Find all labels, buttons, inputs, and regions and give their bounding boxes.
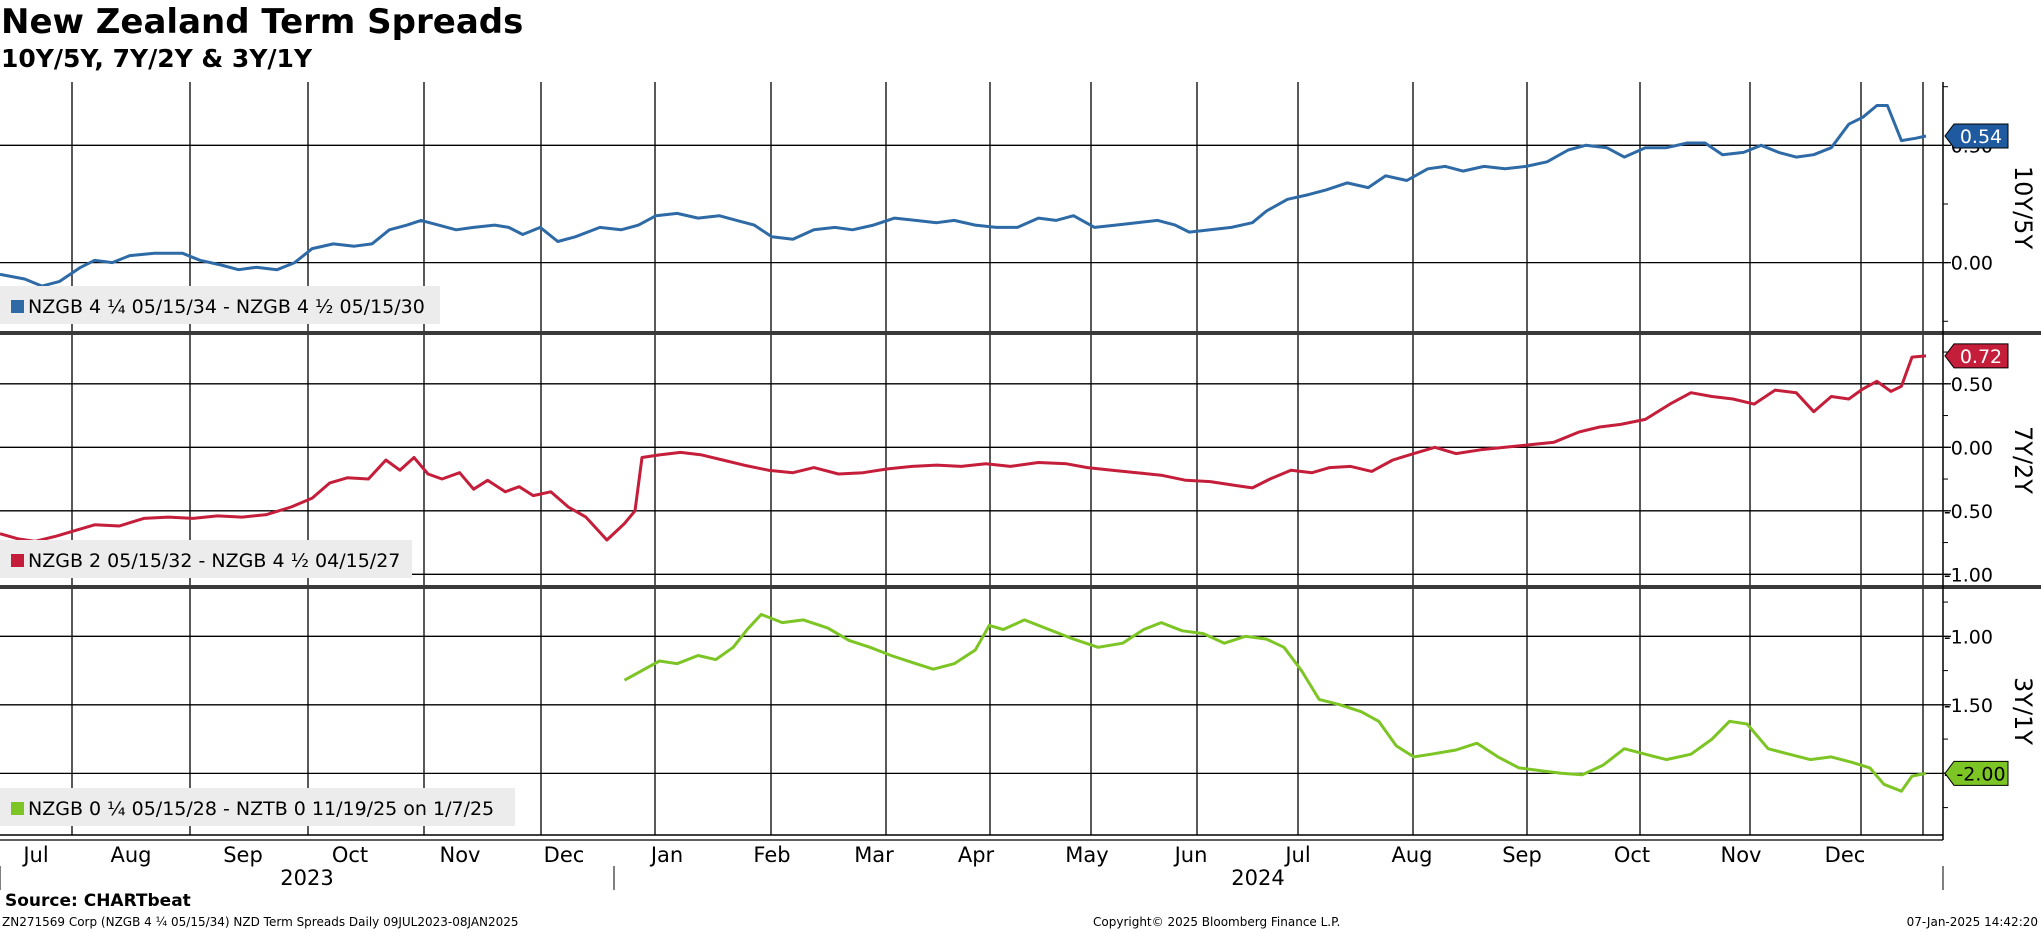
x-month-label: Nov <box>440 843 481 867</box>
grid-layer <box>0 82 1943 835</box>
series-line-10Y-5Y <box>0 104 1927 288</box>
last-value-badge <box>1944 760 2009 786</box>
x-month-label: Oct <box>332 843 368 867</box>
footer-ticker-note: ZN271569 Corp (NZGB 4 ¼ 05/15/34) NZD Te… <box>2 915 519 929</box>
x-month-label: Aug <box>110 843 151 867</box>
last-value-label: -2.00 <box>1956 763 2005 785</box>
x-month-label: Nov <box>1721 843 1762 867</box>
y-tick-label: -0.50 <box>1944 501 1993 523</box>
x-month-label: Sep <box>1502 843 1542 867</box>
x-month-label: Jun <box>1173 843 1208 867</box>
x-month-label: Dec <box>1825 843 1866 867</box>
x-month-label: Feb <box>753 843 790 867</box>
legend-swatch <box>11 554 24 567</box>
x-month-label: Mar <box>854 843 894 867</box>
x-month-label: Oct <box>1614 843 1650 867</box>
legend-label: NZGB 4 ¼ 05/15/34 - NZGB 4 ½ 05/15/30 <box>28 296 425 318</box>
y-tick-label: 0.00 <box>1951 253 1993 275</box>
legend-swatch <box>11 300 24 313</box>
y-tick-label: -1.00 <box>1944 564 1993 586</box>
x-month-label: Jul <box>1283 843 1310 867</box>
footer-copyright: Copyright© 2025 Bloomberg Finance L.P. <box>1093 915 1341 929</box>
y-tick-label: 0.50 <box>1951 374 1993 396</box>
legend-label: NZGB 2 05/15/32 - NZGB 4 ½ 04/15/27 <box>28 550 400 572</box>
last-value-badge <box>1944 123 2009 149</box>
x-month-label: Aug <box>1391 843 1432 867</box>
legend-label: NZGB 0 ¼ 05/15/28 - NZTB 0 11/19/25 on 1… <box>28 798 494 820</box>
footer-timestamp: 07-Jan-2025 14:42:20 <box>1906 915 2038 929</box>
legend-box <box>0 788 515 826</box>
x-month-label: Apr <box>958 843 995 867</box>
series-line-3Y-1Y <box>623 612 1927 793</box>
last-value-label: 0.72 <box>1960 346 2002 368</box>
x-month-label: May <box>1065 843 1108 867</box>
panel-axis-label: 7Y/2Y <box>2009 426 2037 494</box>
source-note: Source: CHARTbeat <box>5 891 191 911</box>
panel-axis-label: 10Y/5Y <box>2009 166 2037 250</box>
panel-axis-label: 3Y/1Y <box>2009 677 2037 745</box>
last-value-badge <box>1944 343 2009 369</box>
x-month-label: Jul <box>21 843 48 867</box>
label-layer: 0.00 0.50 NZGB 4 ¼ 05/15/34 - NZGB 4 ½ 05/… <box>0 123 2037 890</box>
legend-swatch <box>11 802 24 815</box>
x-month-label: Dec <box>544 843 585 867</box>
last-value-label: 0.54 <box>1960 126 2002 148</box>
y-tick-label: 0.00 <box>1951 437 1993 459</box>
x-year-label: 2024 <box>1231 866 1284 890</box>
x-month-label: Jan <box>649 843 683 867</box>
chart-title: New Zealand Term Spreads <box>1 2 524 42</box>
chart-subtitle: 10Y/5Y, 7Y/2Y & 3Y/1Y <box>1 44 313 73</box>
frame-layer <box>0 82 2041 890</box>
y-tick-label: -1.50 <box>1944 695 1993 717</box>
legend-box <box>0 286 440 324</box>
series-layer <box>0 104 1927 793</box>
series-line-7Y-2Y <box>0 354 1927 543</box>
x-month-label: Sep <box>223 843 263 867</box>
x-year-label: 2023 <box>280 866 333 890</box>
y-tick-label: -1.00 <box>1944 626 1993 648</box>
legend-box <box>0 540 412 578</box>
